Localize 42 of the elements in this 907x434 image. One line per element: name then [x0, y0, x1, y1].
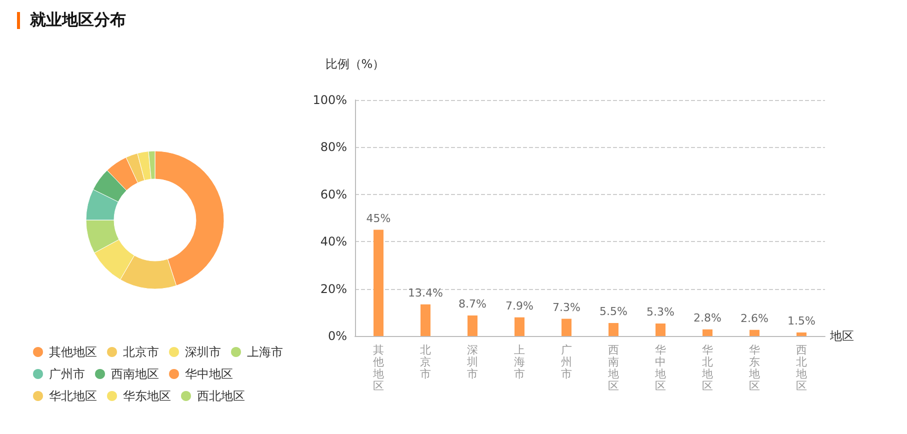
legend-label: 华东地区 [123, 389, 171, 403]
legend-label: 西北地区 [197, 389, 245, 403]
bar [514, 317, 524, 336]
bar [374, 230, 384, 336]
bar [796, 332, 806, 336]
data-label: 5.5% [600, 305, 628, 318]
y-tick-label: 60% [320, 187, 347, 202]
data-label: 2.6% [740, 312, 768, 325]
data-label: 1.5% [788, 314, 816, 328]
x-tick-label: 上海市 [514, 344, 525, 380]
data-label: 8.7% [458, 297, 486, 310]
x-tick-label: 深圳市 [466, 344, 478, 380]
bar [420, 304, 430, 336]
data-label: 5.3% [646, 305, 674, 318]
bar [702, 329, 712, 336]
data-label: 7.9% [506, 299, 534, 312]
x-tick-label: 西南地区 [607, 344, 619, 392]
y-tick-label: 40% [320, 234, 347, 249]
x-axis-title: 地区 [829, 329, 854, 343]
bar [468, 315, 478, 336]
y-tick-label: 100% [312, 93, 347, 107]
x-tick-label: 广州市 [561, 344, 572, 380]
x-tick-label: 华东地区 [748, 344, 760, 392]
y-tick-label: 0% [328, 329, 347, 343]
y-tick-label: 80% [320, 140, 347, 154]
chart-title: 就业地区分布 [30, 10, 126, 29]
data-label: 45% [366, 212, 391, 225]
bar [750, 330, 760, 336]
bar [562, 318, 572, 336]
y-axis-title: 比例（%） [325, 57, 385, 71]
x-tick-label: 西北地区 [795, 344, 807, 392]
x-tick-label: 华北地区 [701, 344, 713, 392]
x-tick-label: 其他地区 [372, 344, 384, 392]
legend-label: 华北地区 [49, 389, 97, 403]
x-tick-label: 北京市 [420, 344, 431, 380]
bar [608, 323, 618, 336]
data-label: 2.8% [694, 311, 722, 324]
bar [656, 323, 666, 336]
y-tick-label: 20% [320, 282, 347, 296]
data-label: 7.3% [552, 300, 580, 314]
x-tick-label: 华中地区 [654, 344, 666, 392]
data-label: 13.4% [408, 286, 443, 300]
